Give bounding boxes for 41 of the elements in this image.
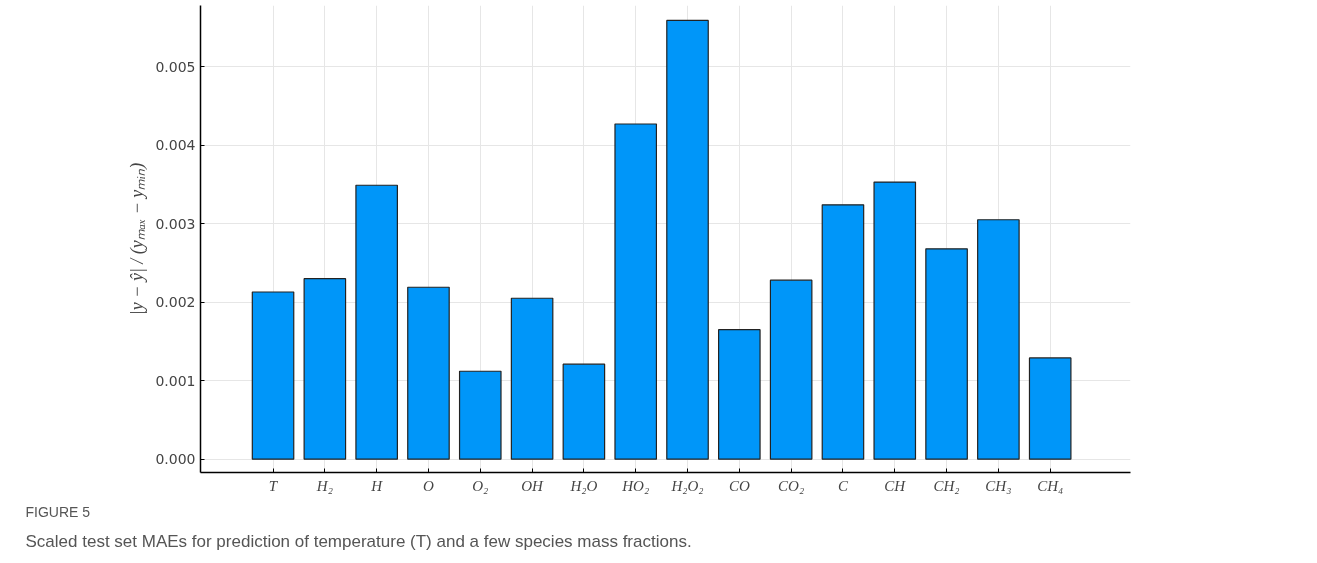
x-tick-label: H₂ bbox=[315, 477, 333, 494]
bar bbox=[355, 184, 398, 460]
x-tick-label: C bbox=[837, 477, 849, 494]
bar bbox=[718, 329, 761, 460]
x-tick-label: O bbox=[423, 477, 435, 494]
bar bbox=[925, 248, 968, 460]
bar bbox=[562, 363, 606, 460]
x-tick-label: HO₂ bbox=[621, 477, 650, 494]
bar bbox=[977, 219, 1020, 460]
y-axis-title: |y − ŷ| / (yₘₐₓ − yₘᵢₙ) bbox=[127, 162, 149, 316]
x-tick-label: H₂O bbox=[569, 477, 598, 494]
x-tick-label: T bbox=[268, 477, 279, 494]
bar bbox=[510, 297, 554, 460]
y-tick-label: 0.003 bbox=[155, 215, 196, 232]
bar bbox=[407, 286, 450, 460]
x-tick-label: CH₄ bbox=[1037, 477, 1064, 494]
x-tick-label: CH bbox=[884, 477, 907, 494]
bar bbox=[873, 181, 917, 460]
text: Scaled test set MAEs for prediction of temperature (T) and a few species mass fractions. bbox=[25, 531, 692, 551]
x-tick-label: O₂ bbox=[472, 477, 489, 494]
bar bbox=[666, 19, 709, 460]
bar bbox=[458, 370, 502, 460]
x-tick-label: CH₂ bbox=[933, 477, 960, 494]
x-tick-label: CH₃ bbox=[985, 477, 1012, 494]
y-tick-label: 0.004 bbox=[155, 137, 196, 154]
x-tick-label: OH bbox=[521, 477, 545, 494]
y-tick-label: 0.001 bbox=[155, 372, 196, 389]
caption: FIGURE 5 bbox=[25, 503, 91, 520]
bar bbox=[614, 123, 658, 460]
x-tick-label: CO bbox=[728, 477, 750, 494]
bar bbox=[1028, 357, 1072, 460]
bar bbox=[251, 291, 295, 460]
y-tick-label: 0.005 bbox=[155, 58, 196, 75]
x-tick-label: H bbox=[370, 477, 384, 494]
bar bbox=[821, 204, 865, 460]
y-tick-label: 0.000 bbox=[155, 451, 196, 468]
y-tick-label: 0.002 bbox=[155, 294, 196, 311]
x-tick-label: H₂O₂ bbox=[670, 477, 704, 494]
bar bbox=[303, 278, 347, 460]
x-tick-label: CO₂ bbox=[778, 477, 805, 494]
bar bbox=[769, 279, 813, 460]
